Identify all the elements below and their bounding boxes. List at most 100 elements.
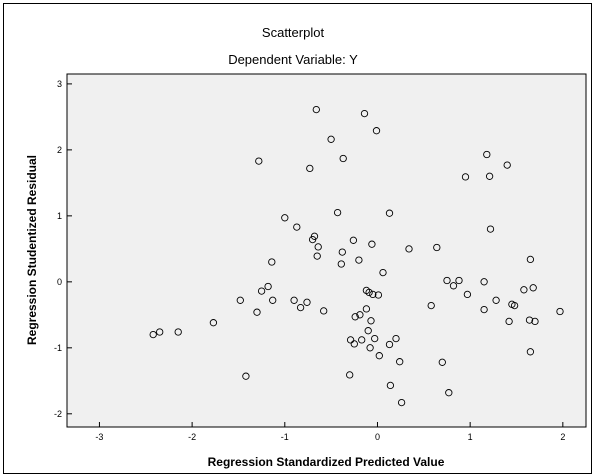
scatter-point	[364, 327, 372, 335]
scatter-point	[174, 328, 182, 336]
scatter-point	[313, 252, 321, 260]
scatter-point	[503, 161, 511, 169]
scatter-point	[371, 334, 379, 343]
scatter-point	[483, 150, 491, 159]
scatter-point	[505, 317, 513, 326]
scatter-point	[209, 319, 218, 327]
scatter-point	[255, 157, 263, 165]
y-tick-label: 0	[57, 277, 62, 287]
scatter-point	[337, 260, 345, 268]
scatter-point	[396, 358, 404, 366]
scatter-point	[320, 307, 328, 315]
scatter-point	[366, 344, 374, 352]
scatter-point	[338, 248, 346, 256]
data-points	[149, 105, 564, 407]
scatter-point	[281, 214, 289, 222]
chart-subtitle: Dependent Variable: Y	[228, 52, 358, 67]
scatter-point	[485, 172, 494, 180]
scatter-point	[463, 290, 472, 299]
scatter-point	[531, 317, 539, 326]
scatter-point	[310, 232, 319, 240]
x-tick-label: -1	[281, 432, 289, 442]
chart-frame: Scatterplot Dependent Variable: Y -3 -2 -1…	[3, 3, 592, 474]
scatter-point	[358, 336, 366, 344]
y-tick-label: 3	[57, 79, 62, 89]
scatter-point	[369, 290, 377, 299]
scatter-point	[355, 256, 363, 264]
scatter-point	[346, 336, 355, 344]
scatter-point	[375, 352, 383, 360]
y-tick-label: 2	[57, 145, 62, 155]
scatter-point	[351, 313, 359, 321]
scatter-point	[368, 240, 376, 248]
scatter-point	[264, 282, 272, 291]
scatter-point	[526, 348, 535, 356]
scatter-point	[367, 317, 375, 325]
scatterplot-chart: Scatterplot Dependent Variable: Y -3 -2 -1…	[25, 25, 587, 469]
scatter-point	[492, 296, 500, 304]
x-axis-ticks: -3 -2 -1 0 1 2	[95, 422, 565, 442]
scatter-point	[360, 109, 369, 118]
scatter-point	[346, 371, 354, 379]
y-tick-label: 1	[57, 211, 62, 221]
scatter-point	[397, 398, 406, 407]
scatter-point	[486, 225, 495, 233]
scatter-point	[356, 311, 364, 319]
scatter-point	[510, 301, 519, 310]
scatter-point	[480, 305, 488, 314]
scatter-point	[480, 278, 488, 286]
scatter-point	[385, 340, 394, 349]
scatter-point	[290, 296, 298, 304]
chart-title: Scatterplot	[262, 25, 325, 40]
scatter-point	[269, 296, 277, 304]
scatter-point	[149, 330, 157, 339]
x-tick-label: -3	[95, 432, 103, 442]
y-tick-label: -1	[54, 343, 62, 353]
scatter-point	[350, 340, 358, 348]
scatter-point	[327, 135, 335, 143]
scatter-point	[257, 287, 266, 295]
scatter-point	[445, 389, 453, 397]
scatter-point	[427, 301, 435, 310]
scatter-point	[236, 296, 244, 304]
scatter-point	[303, 298, 311, 306]
scatter-point	[314, 243, 322, 251]
y-tick-label: -2	[54, 409, 62, 419]
x-axis-title: Regression Standardized Predicted Value	[208, 455, 445, 469]
scatter-point	[372, 127, 381, 135]
x-tick-label: 1	[468, 432, 473, 442]
scatter-point	[455, 276, 463, 285]
scatter-point	[333, 208, 342, 217]
x-tick-label: -2	[188, 432, 196, 442]
scatter-point	[405, 245, 413, 253]
plot-area	[66, 73, 587, 428]
scatter-point	[374, 291, 383, 299]
scatter-point	[362, 305, 371, 313]
scatter-point	[461, 173, 470, 181]
x-tick-label: 0	[375, 432, 380, 442]
y-axis-ticks: -2 -1 0 1 2 3	[54, 79, 72, 419]
scatter-point	[392, 334, 400, 343]
scatter-point	[438, 358, 446, 366]
scatter-point	[253, 308, 261, 316]
scatter-point	[526, 255, 535, 264]
scatter-point	[312, 105, 320, 114]
scatter-point	[339, 154, 347, 163]
scatter-point	[156, 328, 164, 336]
scatter-point	[385, 209, 394, 217]
scatter-point	[365, 288, 373, 297]
scatter-point	[349, 236, 358, 244]
scatter-point	[306, 164, 314, 173]
scatter-point	[449, 282, 458, 290]
scatter-point	[379, 268, 387, 277]
scatter-point	[529, 284, 537, 292]
scatter-point	[386, 381, 395, 390]
scatter-point	[520, 286, 528, 294]
scatter-point	[296, 303, 305, 312]
scatter-point	[268, 258, 276, 266]
scatter-point	[242, 372, 250, 380]
x-tick-label: 2	[560, 432, 565, 442]
y-axis-title: Regression Studentized Residual	[25, 155, 39, 345]
scatter-point	[293, 223, 301, 231]
scatter-point	[556, 307, 564, 316]
